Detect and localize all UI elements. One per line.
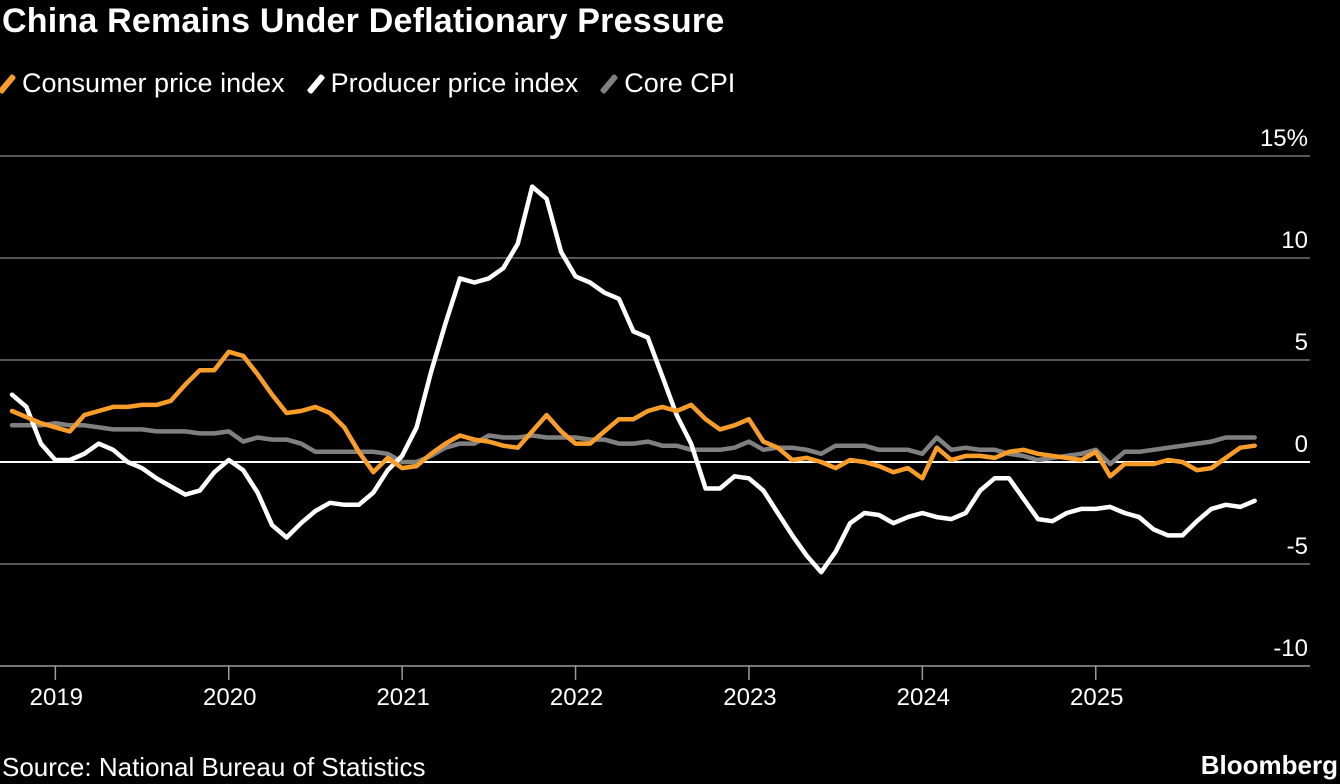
ppi-line <box>9 184 1257 575</box>
legend-label-core-cpi: Core CPI <box>624 68 736 98</box>
x-tick-label: 2023 <box>723 684 776 711</box>
y-tick-label: 0 <box>1295 431 1308 458</box>
chart-title: China Remains Under Deflationary Pressur… <box>2 2 725 40</box>
core-cpi-line <box>9 420 1257 467</box>
y-tick-label: -5 <box>1287 533 1308 560</box>
source-note: Source: National Bureau of Statistics <box>2 752 426 782</box>
legend-item-cpi: Consumer price index <box>0 68 285 99</box>
x-tick-label: 2020 <box>203 684 256 711</box>
bloomberg-logo: Bloomberg <box>1200 750 1338 780</box>
legend: Consumer price index Producer price inde… <box>0 68 736 99</box>
x-tick-label: 2025 <box>1070 684 1123 711</box>
x-tick-label: 2022 <box>550 684 603 711</box>
x-tick-label: 2021 <box>376 684 429 711</box>
legend-label-cpi: Consumer price index <box>22 68 285 98</box>
y-tick-label: -10 <box>1273 635 1308 662</box>
x-tick-label: 2019 <box>30 684 83 711</box>
y-tick-label: 5 <box>1295 329 1308 356</box>
cpi-line <box>9 349 1257 481</box>
legend-item-core-cpi: Core CPI <box>599 68 736 99</box>
x-tick-label: 2024 <box>897 684 950 711</box>
y-tick-label: 10 <box>1281 227 1308 254</box>
legend-label-ppi: Producer price index <box>330 68 579 98</box>
legend-item-ppi: Producer price index <box>306 68 579 99</box>
y-tick-label: 15% <box>1260 125 1308 152</box>
